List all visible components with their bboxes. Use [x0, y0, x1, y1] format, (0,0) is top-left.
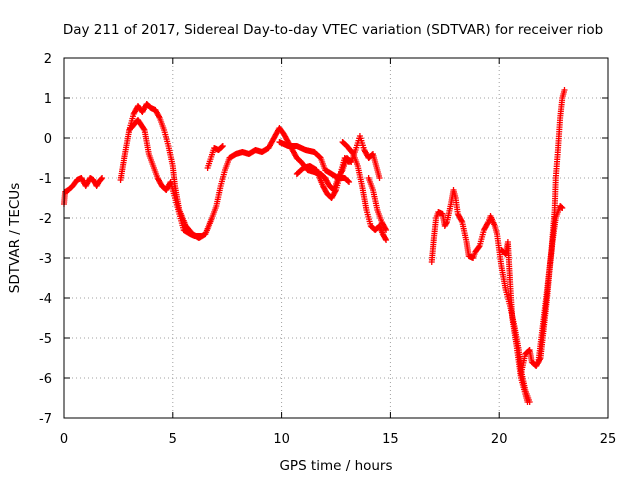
x-tick-label: 0 [60, 432, 68, 447]
data-point [198, 233, 205, 239]
data-point [332, 188, 339, 195]
y-tick-label: 1 [44, 92, 52, 107]
y-tick-label: -1 [39, 172, 52, 187]
chart-title: Day 211 of 2017, Sidereal Day-to-day VTE… [63, 22, 603, 38]
grid-lines [64, 58, 608, 418]
y-tick-label: -4 [39, 292, 52, 307]
series-segment [535, 87, 568, 365]
data-point [383, 227, 390, 233]
data-point [345, 158, 352, 165]
data-point [219, 143, 226, 150]
data-point [345, 178, 352, 185]
data-point [524, 399, 531, 405]
axis-ticks [63, 57, 609, 419]
data-point [558, 204, 565, 211]
data-point [475, 244, 482, 250]
series-segment [339, 139, 390, 243]
data-point [369, 151, 376, 158]
y-tick-labels: -7 -6 -5 -4 -3 -2 -1 0 1 2 [39, 52, 52, 427]
data-point [376, 175, 383, 181]
series-segment [428, 187, 533, 405]
data-point [166, 180, 173, 187]
x-tick-labels: 0 5 10 15 20 25 [60, 432, 616, 447]
data-point [219, 143, 226, 149]
data-point [561, 87, 568, 93]
data-point [156, 113, 163, 120]
x-tick-label: 25 [600, 432, 617, 447]
x-tick-label: 15 [382, 432, 399, 447]
y-tick-label: -2 [39, 212, 52, 227]
data-point [443, 220, 450, 227]
series-segment [117, 101, 383, 241]
data-point [346, 179, 353, 185]
data-point [346, 159, 353, 165]
x-axis-label: GPS time / hours [279, 458, 392, 474]
data-point [484, 220, 491, 227]
series-segment [498, 239, 531, 405]
data-point [99, 175, 106, 181]
y-tick-label: -6 [39, 372, 52, 387]
data-point [559, 205, 566, 211]
y-tick-label: 0 [44, 132, 52, 147]
series-segment [365, 175, 390, 233]
data-point [383, 237, 390, 243]
y-axis-label: SDTVAR / TECUs [7, 183, 23, 293]
data-point [458, 217, 465, 224]
series-segment [61, 175, 106, 207]
series-segment [204, 143, 226, 171]
data-point [525, 347, 532, 354]
data-point [140, 125, 147, 132]
y-tick-label: 2 [44, 52, 52, 67]
y-tick-label: -3 [39, 252, 52, 267]
data-point [98, 175, 105, 182]
data-points [61, 87, 568, 405]
x-tick-label: 5 [169, 432, 177, 447]
series-segment [126, 117, 205, 239]
data-point [382, 225, 389, 232]
x-tick-label: 10 [273, 432, 290, 447]
y-tick-label: -5 [39, 332, 52, 347]
plot-frame [63, 57, 609, 419]
x-tick-label: 20 [491, 432, 508, 447]
series-segment [293, 155, 353, 201]
series-segment [276, 139, 353, 185]
data-point [382, 235, 389, 242]
y-tick-label: -7 [39, 412, 52, 427]
